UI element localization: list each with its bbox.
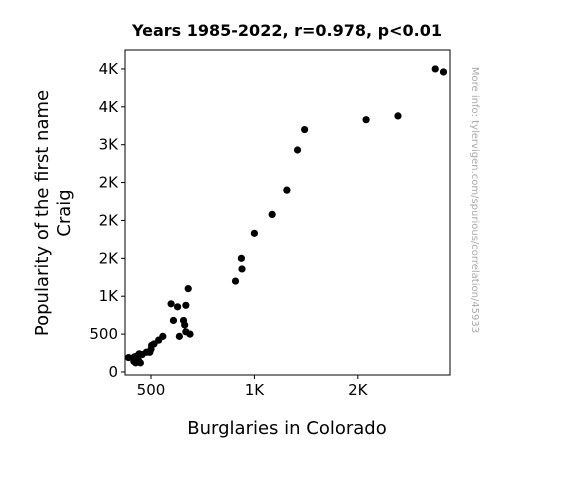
data-point (167, 300, 175, 308)
y-tick-label: 2K (99, 249, 120, 267)
data-point (169, 316, 178, 325)
y-axis-label: Popularity of the first name Craig (32, 90, 75, 336)
x-tick-label: 1K (245, 381, 266, 399)
data-point (293, 146, 302, 154)
data-point (231, 277, 240, 285)
data-point (394, 112, 402, 120)
y-axis-ticks: 0 500 1K 2K 2K 2K 3K 4K 4K (89, 60, 125, 381)
data-point (136, 359, 144, 367)
watermark-text: More info: tylervigen.com/spurious/corre… (469, 67, 480, 333)
plot-frame (124, 49, 451, 376)
x-axis-label: Burglaries in Colorado (187, 418, 386, 439)
data-point (181, 321, 189, 329)
y-tick-label: 500 (89, 325, 118, 343)
data-point (184, 285, 192, 293)
data-point (301, 125, 309, 134)
y-tick-label: 0 (108, 363, 118, 381)
data-point (238, 265, 246, 273)
x-axis-ticks: 500 1K 2K (137, 375, 369, 399)
data-point (439, 68, 448, 76)
data-point (431, 65, 439, 73)
y-tick-label: 2K (99, 211, 120, 229)
data-point (182, 301, 190, 309)
x-tick-label: 2K (348, 381, 369, 399)
y-tick-label: 1K (99, 287, 120, 305)
y-axis-label-line-1: Popularity of the first name (32, 90, 53, 336)
data-point (362, 116, 370, 124)
data-point (124, 353, 133, 362)
data-point (283, 186, 291, 194)
data-points (124, 65, 448, 367)
data-point (237, 254, 246, 262)
data-point (186, 330, 194, 338)
data-point (250, 229, 259, 237)
y-tick-label: 4K (99, 98, 120, 116)
y-tick-label: 4K (99, 60, 120, 78)
y-tick-label: 3K (99, 136, 120, 154)
x-tick-label: 500 (137, 381, 166, 399)
data-point (175, 332, 183, 340)
chart-title: Years 1985-2022, r=0.978, p<0.01 (131, 21, 442, 40)
data-point (268, 210, 276, 218)
data-point (173, 303, 182, 311)
y-axis-label-line-2: Craig (54, 189, 75, 236)
y-tick-label: 2K (99, 174, 120, 192)
